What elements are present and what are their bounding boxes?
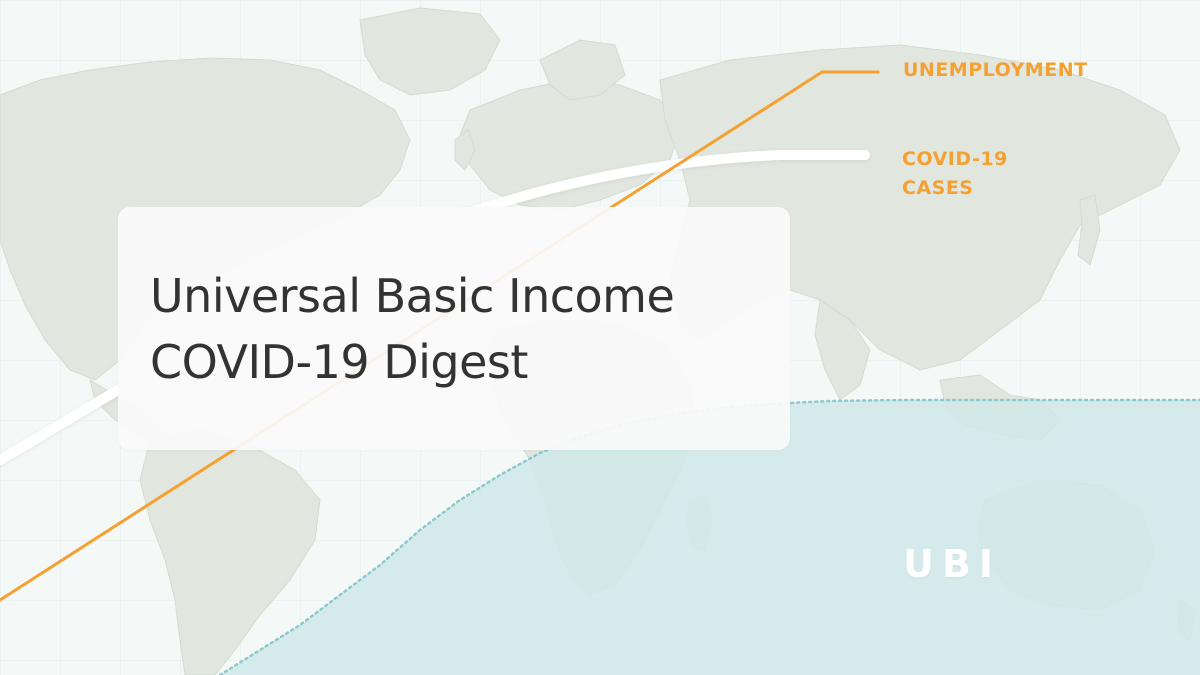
page-title-line-1: Universal Basic Income <box>150 269 675 323</box>
landmass-scandinavia <box>539 39 626 101</box>
ubi-area-border <box>218 398 1200 675</box>
ubi-area <box>220 400 1200 675</box>
legend-covid-text-line-1: COVID-19 <box>902 148 1008 170</box>
page-title-line-2: COVID-19 Digest <box>150 335 528 389</box>
legend-covid-cases-label: COVID-19 CASES <box>902 145 1008 203</box>
landmass-south-america <box>139 429 321 675</box>
landmass-uk <box>454 129 476 171</box>
ubi-area-label: UBI <box>903 542 1001 586</box>
title-card: Universal Basic Income COVID-19 Digest <box>118 207 790 450</box>
legend-covid-text-line-2: CASES <box>902 177 974 199</box>
legend-unemployment-label: UNEMPLOYMENT <box>903 56 1088 85</box>
landmass-japan <box>1077 194 1101 266</box>
legend-unemployment-text: UNEMPLOYMENT <box>903 59 1088 81</box>
landmass-greenland <box>359 7 501 96</box>
landmass-india <box>814 299 871 401</box>
